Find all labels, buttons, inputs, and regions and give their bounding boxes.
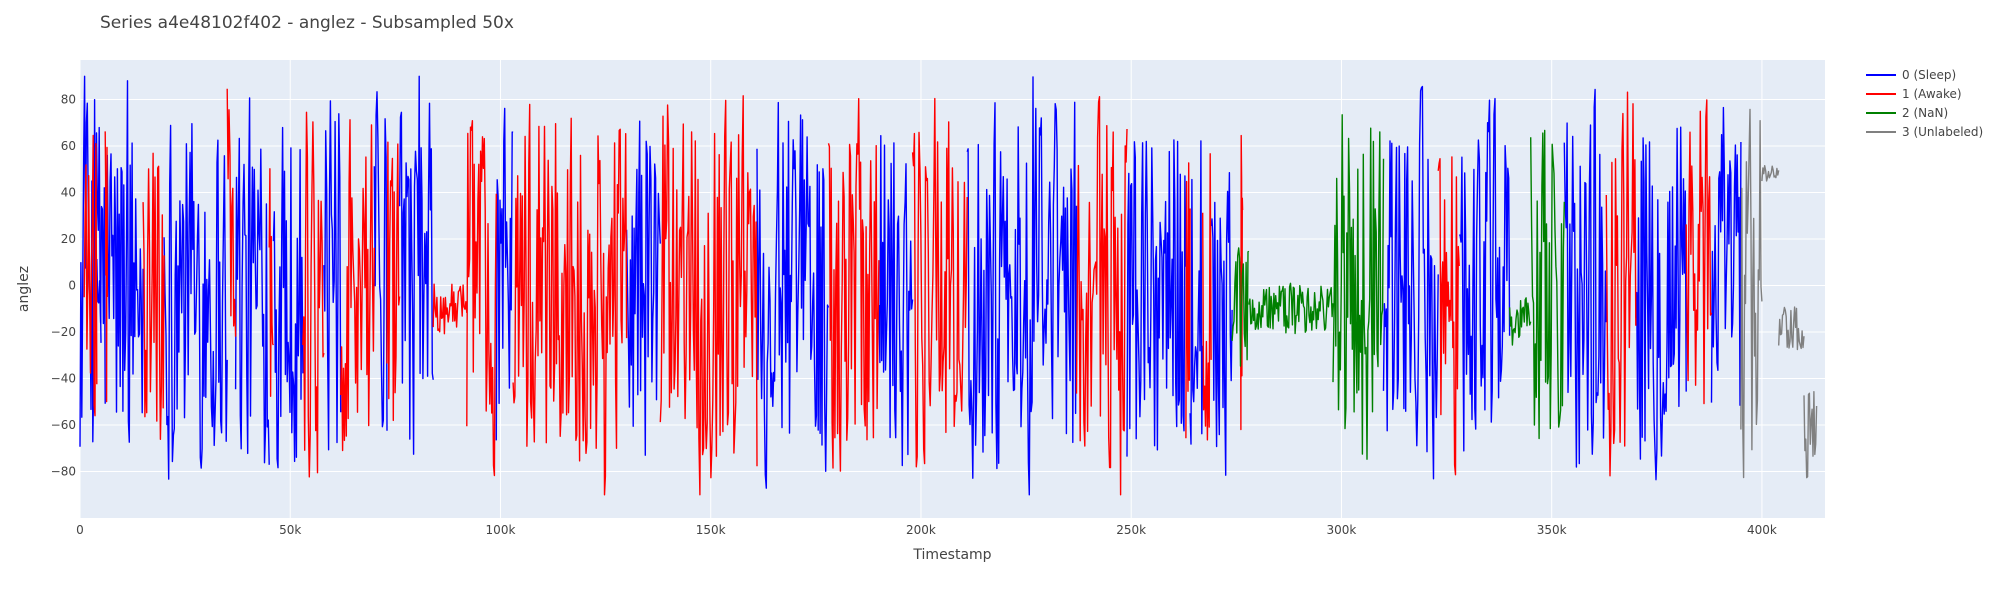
x-axis-title: Timestamp [912,547,991,563]
series-line [142,152,165,440]
series-line [323,100,342,451]
y-tick-label: −60 [51,418,76,432]
series-line [1210,171,1233,476]
series-line [1761,164,1780,182]
series-line [495,107,514,441]
series-line [1529,129,1565,440]
x-tick-label: 250k [1116,523,1146,537]
series-line [83,134,98,417]
y-axis-ticks: 80 60 40 20 0 −20 −40 −60 −80 [51,93,76,479]
series-line [1189,140,1204,445]
y-tick-label: −40 [51,372,76,386]
legend[interactable]: 0 (Sleep) 1 (Awake) 2 (NaN) 3 (Unlabeled) [1866,68,1983,139]
series-line [302,111,325,478]
series-line [163,122,228,480]
y-tick-label: 80 [61,93,76,107]
series-line [466,119,497,477]
series-line [625,120,661,456]
x-tick-label: 200k [906,523,936,537]
series-line [1685,99,1713,405]
series-line [1185,162,1191,439]
y-tick-label: 20 [61,232,76,246]
series-line [1231,247,1250,367]
legend-label: 3 (Unlabeled) [1902,125,1983,139]
series-line [1803,391,1818,479]
series-line [1778,306,1805,351]
series-line [1605,91,1637,477]
series-line [1437,156,1460,476]
series-line [373,91,388,431]
series-line [272,126,304,469]
series-line [756,101,830,489]
legend-label: 0 (Sleep) [1902,68,1956,82]
series-line [104,131,109,403]
series-line [268,168,274,397]
series-line [659,95,758,496]
legend-item[interactable]: 1 (Awake) [1866,87,1962,101]
legend-item[interactable]: 3 (Unlabeled) [1866,125,1983,139]
series-line [1740,108,1763,479]
x-axis-ticks: 0 50k 100k 150k 200k 250k 300k 350k 400k [76,523,1777,537]
series-line [226,88,237,337]
x-tick-label: 350k [1537,523,1567,537]
series-2 [1231,114,1565,460]
y-tick-label: −20 [51,325,76,339]
x-tick-label: 400k [1747,523,1777,537]
series-layer [79,75,1818,496]
series-line [398,75,434,455]
legend-item[interactable]: 2 (NaN) [1866,106,1948,120]
y-tick-label: 40 [61,186,76,200]
y-tick-label: −80 [51,465,76,479]
series-line [432,283,468,335]
series-line [1508,297,1532,346]
series-line [1201,153,1212,441]
series-line [1382,85,1439,480]
x-tick-label: 50k [279,523,301,537]
legend-label: 1 (Awake) [1902,87,1962,101]
x-tick-label: 0 [76,523,84,537]
series-line [340,119,375,452]
series-line [1710,106,1742,406]
series-0 [79,75,1742,496]
x-tick-label: 100k [486,523,516,537]
y-tick-label: 60 [61,139,76,153]
x-tick-label: 150k [696,523,726,537]
x-tick-label: 300k [1327,523,1357,537]
legend-label: 2 (NaN) [1902,106,1948,120]
series-line [1459,97,1511,452]
series-3 [1740,108,1818,479]
series-line [106,80,144,443]
series-line [1075,95,1128,496]
series-line [1563,88,1607,468]
series-line [234,97,270,465]
y-tick-label: 0 [68,279,76,293]
series-line [512,103,628,496]
series-line [1126,139,1187,457]
legend-item[interactable]: 0 (Sleep) [1866,68,1956,82]
series-line [827,97,880,472]
series-line [911,97,968,468]
series-line [878,134,914,467]
series-line [1239,134,1244,431]
series-line [1248,282,1334,335]
series-line [1635,126,1687,481]
y-axis-title: anglez [16,266,32,312]
grid-lines [79,60,1825,518]
series-1 [83,88,1713,496]
chart-title: Series a4e48102f402 - anglez - Subsample… [100,13,514,33]
series-line [1332,114,1385,460]
series-line [386,141,401,422]
series-line [966,76,1078,496]
series-line [96,187,106,404]
